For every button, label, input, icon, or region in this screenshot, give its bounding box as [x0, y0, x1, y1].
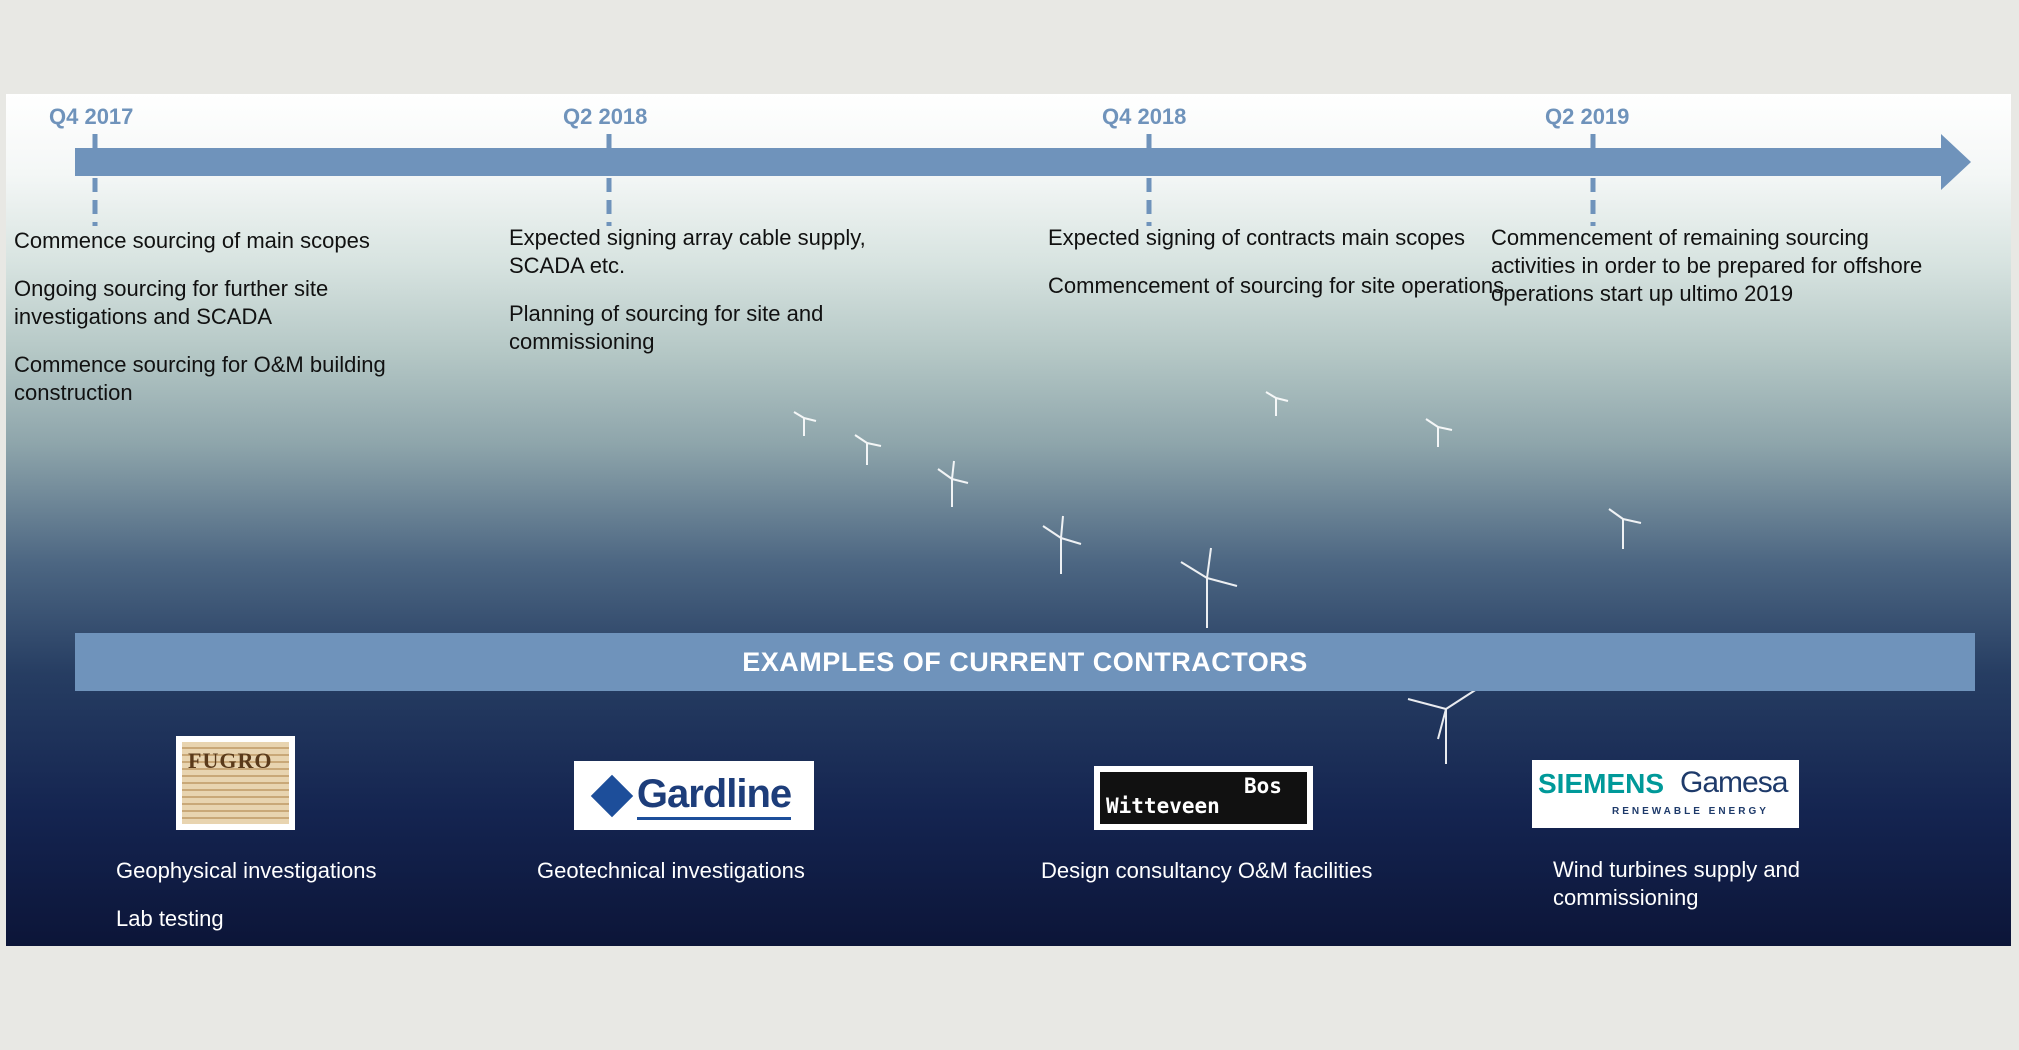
contractor-descriptions: Geotechnical investigations: [537, 857, 897, 905]
milestone-item: Ongoing sourcing for further site invest…: [14, 275, 424, 331]
logo-text: SIEMENS: [1538, 768, 1664, 800]
logo-text: Gamesa: [1680, 766, 1787, 800]
milestone-item: Expected signing array cable supply, SCA…: [509, 224, 919, 280]
milestone-item: Commence sourcing for O&M building const…: [14, 351, 424, 407]
fugro-logo: FUGRO: [176, 736, 295, 830]
contractor-description: Geotechnical investigations: [537, 857, 897, 885]
contractor-description: Geophysical investigations: [116, 857, 476, 885]
milestone-item: Commencement of remaining sourcing activ…: [1491, 224, 1936, 308]
logo-text: Witteveen: [1106, 794, 1220, 818]
milestone-items: Expected signing array cable supply, SCA…: [509, 224, 919, 376]
milestone-date: Q2 2018: [563, 104, 647, 130]
milestone-ticks: [95, 134, 1593, 226]
logo-text: Gardline: [637, 772, 791, 820]
milestone-date: Q2 2019: [1545, 104, 1629, 130]
logo-text: FUGRO: [188, 748, 272, 774]
contractor-descriptions: Design consultancy O&M facilities: [1041, 857, 1461, 905]
contractor-descriptions: Wind turbines supply and commissioning: [1553, 856, 1853, 932]
milestone-items: Commence sourcing of main scopes Ongoing…: [14, 227, 424, 427]
timeline-bar: [75, 148, 1944, 176]
milestone-date: Q4 2018: [1102, 104, 1186, 130]
contractor-description: Wind turbines supply and commissioning: [1553, 856, 1853, 912]
milestone-item: Commencement of sourcing for site operat…: [1048, 272, 1518, 300]
milestone-item: Commence sourcing of main scopes: [14, 227, 424, 255]
logo-text: RENEWABLE ENERGY: [1612, 806, 1769, 817]
page: Q4 2017 Q2 2018 Q4 2018 Q2 2019 Commence…: [0, 0, 2019, 1050]
logo-text: Bos: [1244, 774, 1282, 798]
witteveen-bos-logo: Witteveen Bos: [1094, 766, 1313, 830]
timeline-arrowhead: [1941, 134, 1971, 190]
contractor-description: Design consultancy O&M facilities: [1041, 857, 1461, 885]
contractors-banner: EXAMPLES OF CURRENT CONTRACTORS: [75, 633, 1975, 691]
milestone-date: Q4 2017: [49, 104, 133, 130]
milestone-items: Commencement of remaining sourcing activ…: [1491, 224, 1936, 328]
milestone-item: Planning of sourcing for site and commis…: [509, 300, 919, 356]
slide: Q4 2017 Q2 2018 Q4 2018 Q2 2019 Commence…: [6, 94, 2011, 946]
contractor-descriptions: Geophysical investigations Lab testing: [116, 857, 476, 946]
gardline-logo: Gardline: [574, 761, 814, 830]
milestone-item: Expected signing of contracts main scope…: [1048, 224, 1518, 252]
contractor-description: Lab testing: [116, 905, 476, 933]
turbines: [794, 392, 1641, 764]
siemens-gamesa-logo: SIEMENS Gamesa RENEWABLE ENERGY: [1532, 760, 1799, 828]
milestone-items: Expected signing of contracts main scope…: [1048, 224, 1518, 320]
